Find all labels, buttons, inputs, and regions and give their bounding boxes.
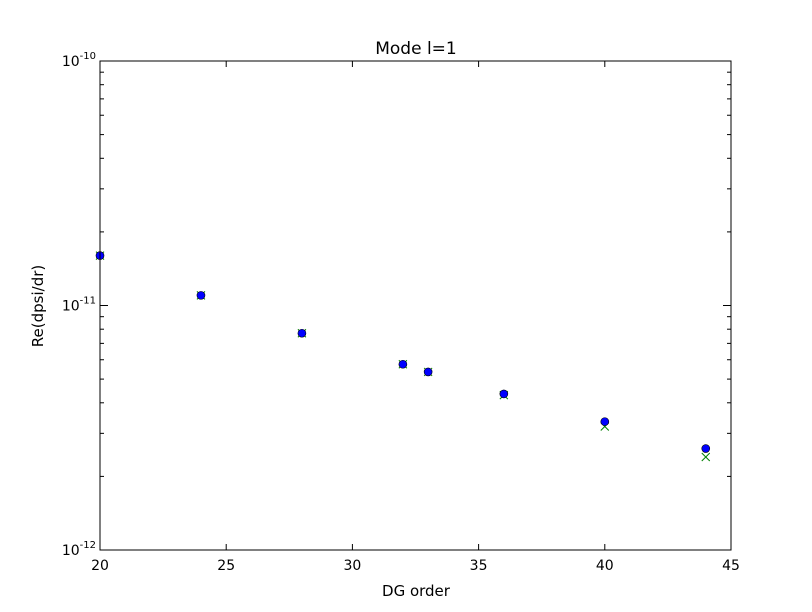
x-tick-label: 45: [722, 558, 740, 574]
y-tick-label: 10-12: [62, 540, 96, 559]
plot-frame: [99, 60, 732, 551]
x-tick-label: 40: [596, 558, 614, 574]
x-axis-label: DG order: [382, 582, 451, 600]
data-point-circle: [499, 389, 509, 399]
data-point-circle: [423, 367, 433, 377]
chart-title: Mode l=1: [375, 39, 457, 59]
y-axis-label: Re(dpsi/dr): [29, 265, 47, 347]
data-point-cross: [701, 452, 711, 462]
data-point-circle: [196, 291, 206, 300]
x-tick-label: 30: [343, 558, 361, 574]
y-tick-label: 10-10: [62, 51, 96, 70]
data-point-circle: [600, 417, 610, 426]
marks-layer: [95, 251, 711, 462]
data-point-circle: [297, 328, 307, 338]
data-point-circle: [701, 444, 711, 453]
data-point-circle: [398, 359, 408, 369]
x-tick-label: 20: [91, 558, 109, 574]
x-tick-label: 35: [470, 558, 488, 574]
y-tick-label: 10-11: [62, 296, 96, 315]
x-tick-label: 25: [217, 558, 235, 574]
ticks-layer: 20 25 30 35 40 45 10-10 10-11 10-12: [62, 51, 740, 574]
